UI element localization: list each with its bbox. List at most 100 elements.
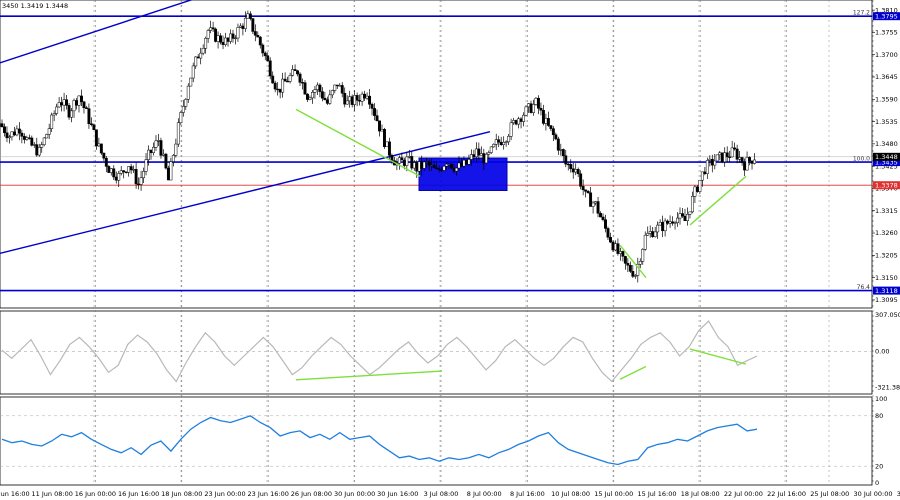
candle-body [127,166,131,173]
cci-tick-label: 0.00 [875,348,889,356]
candle-body [626,263,630,266]
candle-body [206,30,210,39]
candle-body [65,99,69,106]
candle-body [231,33,235,39]
candle-body [723,152,727,163]
candle-body [544,118,548,124]
candle-body [415,162,419,172]
candle-body [695,186,699,192]
candle-body [348,96,352,102]
candle-body [502,141,506,145]
candle-body [532,104,535,113]
candle-body [380,128,384,132]
candle-body [529,103,533,113]
cci-divergence-line [295,370,443,381]
candle-body [651,231,655,238]
candle-body [519,118,523,122]
price-tick-label: 1.3205 [875,252,898,260]
x-tick-label: 8 Jul 00:00 [467,490,502,498]
candle-body [703,171,707,174]
x-tick-label: 11 Jun 08:00 [32,490,73,498]
candle-body [303,82,307,95]
candle-body [420,161,424,169]
candle-body [666,220,670,224]
candle-body [410,156,414,169]
candle-body [375,115,379,122]
candle-body [179,112,183,123]
candle-body [99,143,103,154]
cci-line [1,320,758,383]
candle-body [263,52,267,57]
candle-body [400,157,404,161]
x-tick-label: 25 Jul 08:00 [810,490,849,498]
candle-body [196,56,200,59]
candle-body [201,48,205,54]
candle-body [194,56,198,67]
cci-panel [0,310,873,395]
rsi-line [1,415,758,466]
candle-body [686,214,689,222]
candle-body [345,100,349,105]
candle-body [673,222,677,224]
x-tick-label: 15 Jul 00:00 [594,490,633,498]
candle-body [52,113,56,116]
level-price-tag [873,12,900,21]
candle-body [743,162,747,171]
candle-body [693,186,697,197]
candle-body [455,167,458,172]
candle-body [690,196,694,213]
candle-body [60,102,64,106]
candle-body [253,31,257,36]
candle-body [271,75,275,84]
candle-body [445,163,449,167]
candle-body [166,167,170,181]
candle-body [407,156,411,158]
candle-body [119,170,123,174]
candle-body [328,94,332,104]
candle-body [152,147,155,153]
candle-body [464,159,468,165]
candle-body [700,171,704,181]
candle-body [638,261,642,265]
candle-body [450,163,453,169]
x-tick-label: 30 Jun 00:00 [334,490,375,498]
price-tick-label: 1.3095 [875,296,898,304]
candle-body [606,228,610,238]
candle-body [452,167,456,172]
candle-body [484,153,488,164]
price-tick-label: 1.3260 [875,229,898,237]
candle-body [325,99,329,104]
candle-body [514,120,518,125]
candle-body [437,168,441,170]
candle-body [613,243,617,251]
divergence-line [619,244,647,279]
price-tick-label: 1.3645 [875,73,898,81]
candle-body [611,241,615,251]
candle-body [67,105,71,118]
x-tick-label: 10 Jun 16:00 [0,490,30,498]
candle-body [435,167,439,169]
candle-body [102,152,106,159]
candle-body [643,234,647,250]
level-price-tag-text: 1.3378 [875,182,898,190]
candle-body [5,132,9,139]
candle-body [517,118,521,125]
candle-body [147,149,150,160]
x-tick-label: 18 Jul 08:00 [681,490,720,498]
candle-body [601,216,605,220]
candle-body [549,125,553,129]
candle-body [584,189,588,192]
candle-body [705,160,709,174]
divergence-line [689,175,747,226]
candle-body [234,37,237,40]
x-tick-label: 23 Jun 00:00 [204,490,245,498]
candle-body [3,126,6,134]
candle-body [728,156,732,158]
candle-body [591,202,595,207]
rsi-tick-label: 0 [875,479,879,487]
candle-body [360,93,364,102]
candle-body [224,37,227,45]
price-tick-label: 1.3590 [875,95,898,103]
candle-body [246,13,250,19]
